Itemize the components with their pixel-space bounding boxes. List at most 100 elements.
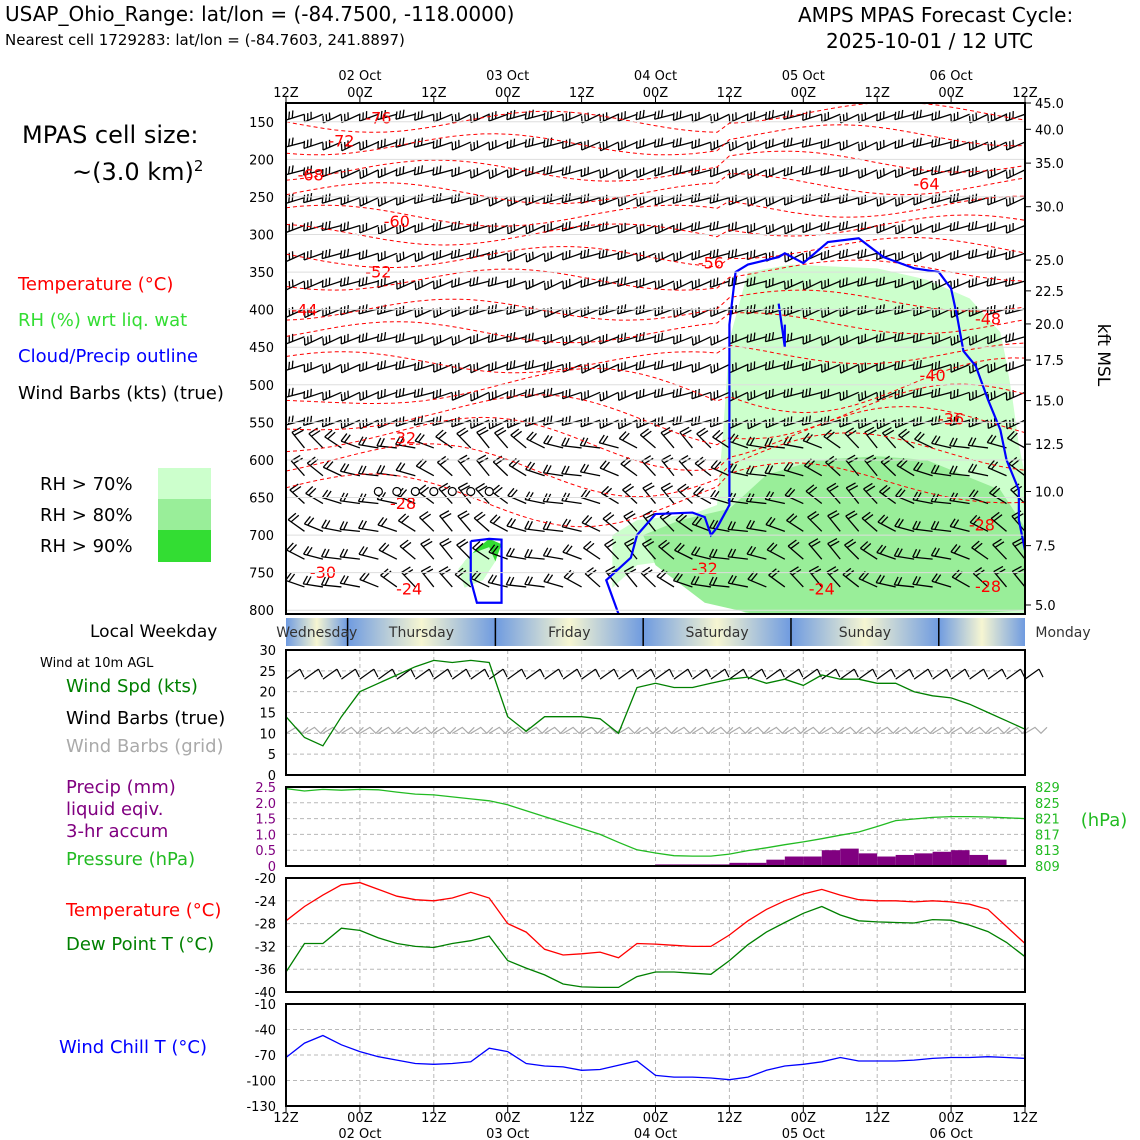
pressure-axis-label: (hPa) <box>1081 810 1128 831</box>
wind-barb-staff <box>637 224 656 235</box>
wind-barb-staff <box>303 197 324 204</box>
wind-barb-staff <box>729 169 749 179</box>
wind-barb-flag <box>469 223 472 232</box>
wind-barb-flag <box>399 539 409 547</box>
precip-bar <box>895 854 915 866</box>
pressure-tick-label: 550 <box>249 416 274 431</box>
wind-barb-flag <box>676 361 679 370</box>
calm-wind-marker <box>373 486 383 497</box>
wind-barb-flag <box>679 426 690 433</box>
pressure-tick-label: 829 <box>1035 781 1060 796</box>
wind-barb-flag <box>306 416 309 425</box>
wind-barb-flag <box>361 277 365 286</box>
wind-barb-flag <box>458 430 469 437</box>
wind-barb-grid <box>1024 726 1048 735</box>
wind-barb-flag <box>894 333 897 342</box>
wind-barb-flag <box>473 511 483 519</box>
wind-barb-staff <box>561 444 582 449</box>
wind-barb-flag <box>274 455 283 460</box>
height-tick-label: 15.0 <box>1035 395 1064 410</box>
wind-barb-flag <box>326 461 334 470</box>
wind-barb-flag <box>343 434 351 443</box>
wind-barb-flag <box>746 436 752 446</box>
rh-swatch-80 <box>158 499 211 530</box>
wind-barb-flag <box>967 463 974 473</box>
wind-barb-flag <box>672 112 675 121</box>
wind-barb-flag <box>339 548 345 558</box>
wind-barb-flag <box>790 387 793 396</box>
wind-barb-flag <box>727 548 733 558</box>
wind-barb-staff <box>821 141 841 150</box>
wind-barb-flag <box>358 278 361 287</box>
wind-barb-flag <box>620 333 623 342</box>
wind-barb-staff <box>931 197 952 205</box>
wind-barb-staff <box>803 280 823 291</box>
wind-barb-flag <box>679 387 682 396</box>
wind-barb-staff <box>673 580 693 588</box>
wind-barb-flag <box>509 576 515 586</box>
wind-barb-staff <box>286 141 305 148</box>
wind-barb-flag <box>657 360 660 369</box>
wind-barb-staff <box>747 113 767 122</box>
precip-label-liquid: liquid eqiv. <box>66 799 164 820</box>
isotherm-line <box>286 357 1025 414</box>
wind-barb-staff <box>341 113 361 124</box>
wind-barb-staff <box>844 544 860 560</box>
wind-barb-staff <box>931 500 952 505</box>
wind-barb-flag <box>441 540 452 547</box>
wind-barb-flag <box>879 277 882 286</box>
wind-barb-flag <box>753 304 756 313</box>
wind-barb-flag <box>513 332 516 340</box>
height-tick-label: 12.5 <box>1035 438 1064 453</box>
wind-barb-staff <box>895 252 915 262</box>
wind-barb-staff <box>784 169 804 177</box>
wind-barb-flag <box>376 333 380 342</box>
date-label: 03 Oct <box>486 69 529 84</box>
wind-barb-flag <box>992 538 1002 546</box>
wind-barb-flag <box>950 544 958 553</box>
wind-barb-staff <box>912 583 933 588</box>
wind-barb-flag <box>897 576 903 586</box>
wind-barb-flag <box>303 516 311 525</box>
wind-barb-flag <box>866 457 877 464</box>
time-tick-label: 12Z <box>569 1111 595 1126</box>
wind-barb-flag <box>509 110 512 119</box>
wind-barb-flag <box>328 220 331 229</box>
wind-barb-flag <box>952 437 958 447</box>
wind-barb-flag <box>864 276 867 285</box>
wind-barb-staff <box>526 280 545 290</box>
wind-barb-true <box>802 668 818 680</box>
wind-barb-flag <box>749 546 757 556</box>
wind-barb-flag <box>993 304 996 313</box>
wind-barb-flag <box>339 250 343 259</box>
wind-barb-flag <box>528 492 534 501</box>
cell-size-number: ~(3.0 km) <box>72 158 194 186</box>
wind-barb-staff <box>562 252 582 261</box>
wind-barb-staff <box>710 169 730 178</box>
wind-barb-staff <box>524 498 545 505</box>
wind-barb-staff <box>340 224 361 232</box>
rh-legend-70: RH > 70% <box>40 474 133 495</box>
wind-barb-staff <box>476 431 490 449</box>
wind-barb-staff <box>322 308 342 318</box>
wind-barb-staff <box>525 336 545 344</box>
wind-barb-staff <box>691 197 712 204</box>
wind-barb-staff <box>286 391 305 398</box>
wind-barb-flag <box>691 417 694 426</box>
wind-barb-flag <box>993 221 996 230</box>
wind-barb-flag <box>287 416 291 425</box>
wind-barb-staff <box>436 461 453 477</box>
wind-barb-flag <box>894 111 897 120</box>
wind-barb-flag <box>343 575 349 585</box>
wind-barb-flag <box>657 167 660 175</box>
wind-barb-flag <box>417 166 420 175</box>
wind-barb-flag <box>513 360 516 369</box>
wind-barb-staff <box>673 363 693 372</box>
wind-barb-staff <box>618 141 638 151</box>
wind-barb-flag <box>764 362 768 370</box>
wind-barb-flag <box>810 540 821 548</box>
time-tick-label: 00Z <box>347 1111 373 1126</box>
wind-barb-flag <box>952 465 958 475</box>
wind-barb-staff <box>306 462 324 477</box>
